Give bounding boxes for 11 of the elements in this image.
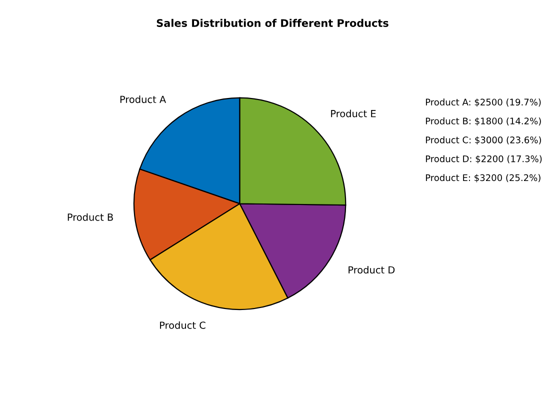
chart-title: Sales Distribution of Different Products (156, 18, 388, 27)
text: Product E: $3200 (25.2%) (426, 174, 540, 182)
text: Product D: $2200 (17.3%) (426, 155, 542, 164)
slice-label: Product B (68, 213, 113, 221)
text: Product A: $2500 (19.7%) (426, 98, 541, 107)
text: Product B: $1800 (14.2%) (426, 117, 541, 126)
text: Product C: $3000 (23.6%) (426, 136, 541, 145)
slice-label: Product D (348, 266, 395, 274)
slice-label: Product C (160, 321, 206, 329)
slice-label: Product A (120, 96, 166, 104)
slice-label: Product E (331, 110, 376, 118)
